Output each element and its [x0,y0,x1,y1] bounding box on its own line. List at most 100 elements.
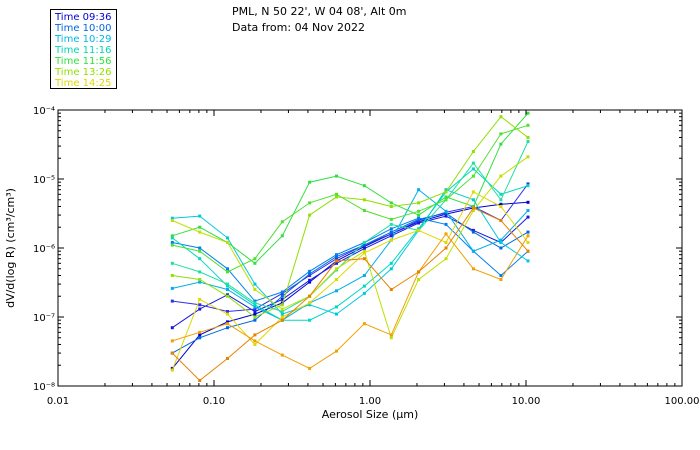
data-point [280,290,284,294]
data-point [526,234,530,238]
data-point [471,174,475,178]
data-point [198,257,202,261]
data-point [362,249,366,253]
data-point [253,257,257,261]
data-point [389,234,393,238]
data-point [499,278,503,281]
data-point [280,294,284,298]
data-point [198,336,202,340]
data-point [417,216,421,220]
data-point [389,267,393,271]
data-point [253,333,257,337]
data-point [198,270,202,274]
data-point [417,188,421,192]
data-point [308,269,312,273]
data-point [362,322,366,326]
series-path [171,191,529,371]
series-path [172,188,529,321]
data-point [335,192,338,196]
data-point [226,282,229,286]
data-point [471,161,475,165]
data-point [253,305,257,309]
data-point [335,349,338,353]
data-point [253,315,257,319]
data-point [198,280,202,284]
data-point [471,190,475,194]
series-path [172,141,529,313]
legend-item: Time 11:16 [55,45,112,56]
data-point [499,142,503,146]
data-point [499,241,503,244]
data-point [226,267,229,271]
data-point [444,214,448,218]
data-point [389,227,393,231]
data-point [444,257,448,261]
data-point [471,150,475,153]
data-point [253,303,257,307]
data-point [198,249,202,253]
series-path [171,168,529,321]
data-point [362,243,366,247]
data-point [389,222,393,226]
data-point [170,219,174,222]
data-point [389,238,393,242]
data-point [389,261,393,265]
data-point [253,307,257,311]
data-point [308,201,312,205]
data-point [170,261,174,265]
data-point [526,259,530,263]
data-point [198,379,202,382]
series-path [172,116,529,318]
series-line [170,188,530,322]
data-point [389,217,393,221]
data-point [253,282,257,286]
y-tick-label: 10⁻⁷ [33,313,55,324]
data-point [499,115,503,119]
data-point [280,297,284,301]
data-point [253,318,257,322]
data-point [417,227,421,231]
data-point [226,320,229,324]
data-point [335,259,338,263]
data-point [280,310,284,313]
data-point [280,315,284,319]
data-point [226,312,229,316]
data-point [335,174,338,178]
series-path [172,233,529,369]
y-axis-label: dV/d(log R) (cm³/cm³) [4,188,17,308]
data-point [280,301,284,305]
data-date: Data from: 04 Nov 2022 [232,21,366,34]
data-point [198,330,202,334]
data-point [526,111,530,115]
data-point [417,201,421,205]
data-point [526,184,530,188]
data-point [444,246,448,250]
data-point [308,213,312,217]
data-point [170,216,174,220]
data-point [198,214,202,218]
data-point [362,257,366,261]
data-point [444,232,448,236]
series-line [170,190,530,372]
data-point [170,351,174,355]
data-point [499,274,503,277]
data-point [417,278,421,281]
data-point [335,289,338,293]
data-point [362,241,366,244]
data-point [526,155,530,159]
data-point [417,221,421,225]
data-point [198,278,202,281]
data-point [417,228,421,232]
data-point [198,230,202,234]
data-point [526,230,530,234]
data-point [444,188,448,192]
data-point [526,200,530,204]
data-point [499,192,503,196]
data-point [170,241,174,244]
data-point [280,312,284,316]
series-line [170,115,530,319]
data-point [389,288,393,291]
data-point [226,284,229,288]
data-point [499,202,503,206]
x-tick-label: 100.00 [665,396,700,407]
